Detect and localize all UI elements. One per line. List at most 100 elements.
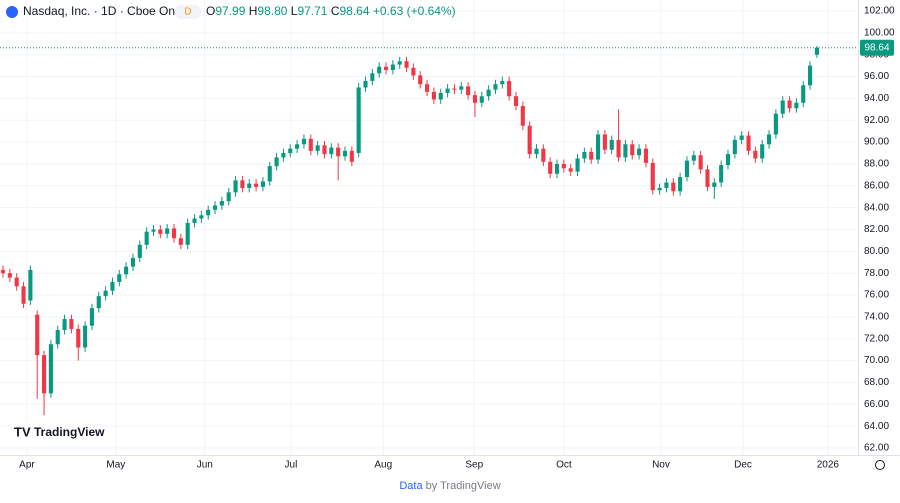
- candle-body: [254, 183, 259, 187]
- candle-body: [247, 183, 252, 188]
- plot: [0, 0, 858, 455]
- x-tick-label: Nov: [652, 460, 670, 471]
- candle-body: [746, 135, 751, 151]
- candle-body: [472, 95, 477, 103]
- x-tick-label: 2026: [817, 460, 840, 471]
- candle-body: [165, 228, 170, 234]
- candle-body: [103, 290, 108, 297]
- y-tick-label: 78.00: [864, 268, 889, 279]
- footer-link[interactable]: Data: [399, 480, 423, 492]
- candle-body: [438, 92, 443, 100]
- candle-body: [55, 330, 60, 345]
- candle-body: [595, 134, 601, 160]
- candle-body: [459, 86, 464, 90]
- x-tick-label: Apr: [19, 460, 35, 471]
- o-label: O: [206, 4, 215, 18]
- y-tick-label: 70.00: [864, 355, 889, 366]
- y-tick-label: 100.00: [864, 27, 895, 38]
- candle-body: [808, 65, 813, 86]
- settings-icon[interactable]: [875, 460, 885, 470]
- candle-body: [507, 80, 512, 97]
- candle-body: [739, 135, 744, 140]
- x-tick-label: Aug: [374, 460, 392, 471]
- candle-body: [787, 100, 792, 109]
- y-tick-label: 64.00: [864, 421, 889, 432]
- symbol-icon: [6, 6, 18, 18]
- candle-body: [589, 151, 594, 160]
- candle-body: [48, 344, 53, 394]
- candle-body: [725, 154, 731, 166]
- candle-body: [336, 147, 341, 157]
- candle-body: [240, 180, 245, 188]
- x-tick-label: Jul: [285, 460, 298, 471]
- candle-body: [356, 87, 361, 154]
- candle-body: [397, 61, 402, 65]
- y-tick-label: 84.00: [864, 202, 889, 213]
- candle-body: [342, 150, 348, 157]
- candle-body: [171, 228, 177, 239]
- candle-body: [616, 139, 621, 158]
- y-tick-label: 82.00: [864, 224, 889, 235]
- candle-body: [637, 148, 642, 156]
- candle-body: [773, 113, 778, 135]
- candle-body: [295, 144, 300, 149]
- x-tick-label: Jun: [197, 460, 213, 471]
- candle-body: [390, 64, 395, 70]
- x-tick-label: Oct: [556, 460, 572, 471]
- o-value: 97.99: [215, 4, 245, 18]
- candle-body: [657, 187, 662, 191]
- candle-body: [76, 328, 81, 348]
- candle-body: [7, 273, 12, 278]
- candle-body: [35, 314, 40, 356]
- candle-body: [760, 144, 765, 159]
- candle-body: [260, 181, 265, 187]
- x-tick-label: Dec: [734, 460, 752, 471]
- y-tick-label: 92.00: [864, 115, 889, 126]
- candle-body: [671, 182, 676, 192]
- candle-body: [814, 47, 819, 55]
- candle-body: [691, 155, 696, 161]
- candle-body: [144, 231, 149, 245]
- candle-body: [534, 148, 539, 155]
- candle-body: [212, 205, 218, 210]
- y-tick-label: 94.00: [864, 93, 889, 104]
- candle-body: [199, 215, 204, 219]
- candle-body: [794, 102, 799, 109]
- candle-body: [226, 192, 231, 202]
- candle-body: [418, 75, 423, 85]
- candle-body: [158, 229, 163, 234]
- y-tick-label: 74.00: [864, 312, 889, 323]
- candle-body: [411, 67, 416, 76]
- y-tick-label: 66.00: [864, 399, 889, 410]
- candle-body: [493, 84, 498, 90]
- y-tick-label: 102.00: [864, 6, 895, 17]
- candle-body: [28, 269, 33, 301]
- y-tick-label: 62.00: [864, 443, 889, 454]
- candle-body: [479, 96, 484, 103]
- candle-body: [404, 61, 409, 68]
- candle-body: [801, 85, 806, 103]
- candle-body: [541, 148, 546, 162]
- candle-body: [554, 163, 560, 174]
- candle-body: [623, 144, 628, 158]
- ohlc: O97.99 H98.80 L97.71 C98.64 +0.63 (+0.64…: [206, 4, 456, 18]
- c-label: C: [331, 4, 340, 18]
- footer: Data by TradingView: [399, 480, 500, 492]
- candle-body: [110, 281, 115, 291]
- candle-body: [548, 161, 553, 174]
- y-tick-label: 80.00: [864, 246, 889, 257]
- candle-body: [69, 319, 74, 329]
- logo: TV TradingView: [8, 421, 105, 445]
- candle-body: [281, 153, 286, 158]
- y-tick-label: 76.00: [864, 290, 889, 301]
- candle-body: [732, 139, 737, 155]
- candle-body: [178, 238, 183, 245]
- candle-body: [124, 266, 129, 275]
- y-tick-label: 68.00: [864, 377, 889, 388]
- candle-body: [151, 229, 156, 232]
- y-tick-label: 88.00: [864, 159, 889, 170]
- candle-body: [185, 222, 190, 245]
- legend-header: Nasdaq, Inc. · 1D · Cboe One D O97.99 H9…: [6, 4, 456, 19]
- candle-body: [520, 106, 525, 126]
